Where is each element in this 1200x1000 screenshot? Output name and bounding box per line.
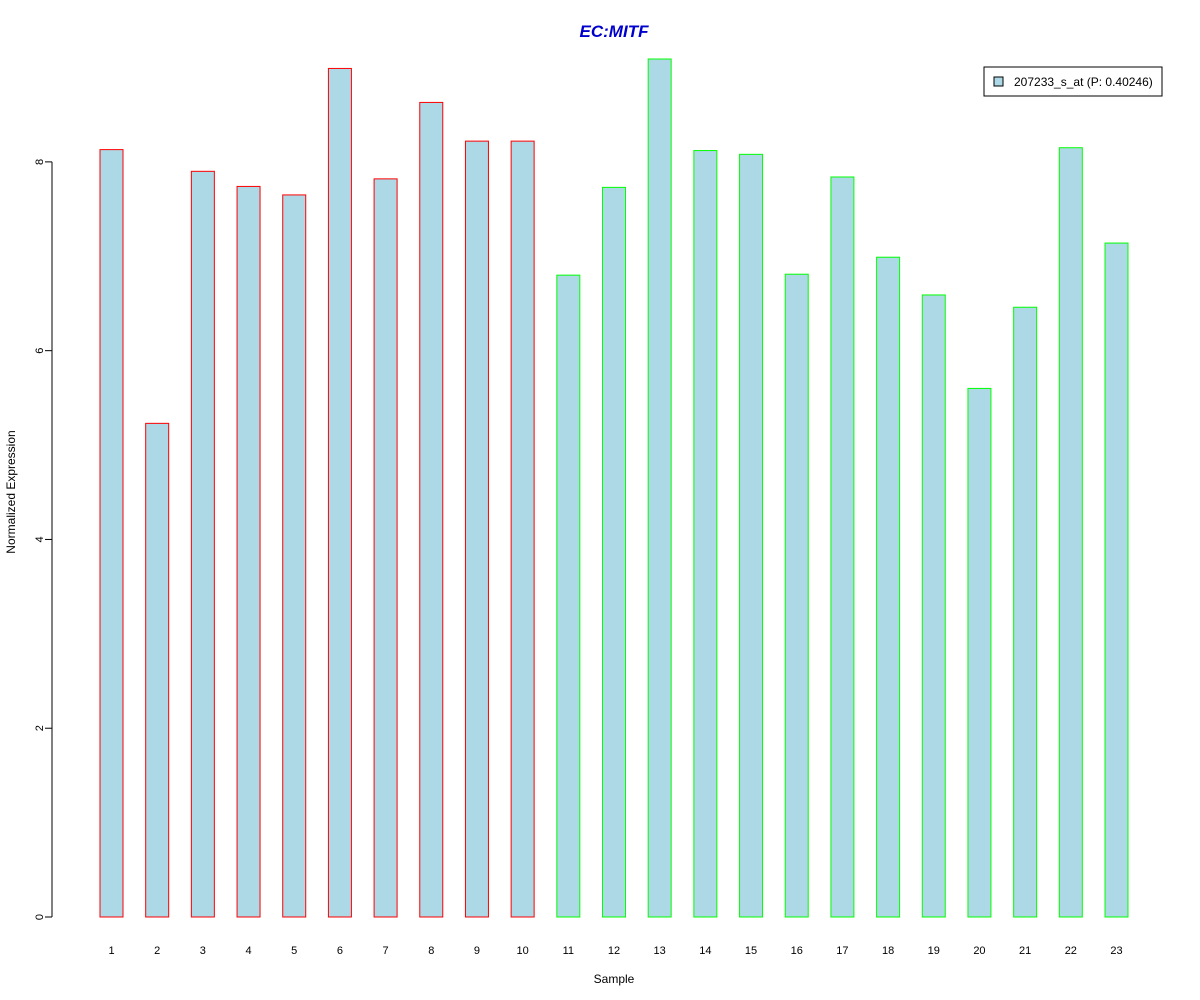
x-tick-label: 3 xyxy=(200,945,206,957)
x-tick-label: 2 xyxy=(154,945,160,957)
x-tick-label: 11 xyxy=(563,945,574,957)
bar-sample-16 xyxy=(784,273,809,918)
x-tick-label: 19 xyxy=(928,945,940,957)
x-tick-label: 8 xyxy=(428,945,434,957)
bar-sample-7 xyxy=(373,178,398,918)
x-tick-label: 4 xyxy=(245,945,251,957)
y-axis: 0 2 4 6 8 xyxy=(34,159,53,920)
x-tick-label: 23 xyxy=(1110,945,1122,957)
x-axis-title: Sample xyxy=(594,972,635,986)
bar-sample-3 xyxy=(190,170,215,918)
bar-sample-5 xyxy=(282,194,307,918)
legend: 207233_s_at (P: 0.40246) xyxy=(983,66,1163,97)
y-tick-label: 6 xyxy=(34,348,46,354)
x-tick-label: 12 xyxy=(608,945,620,957)
x-tick-label: 6 xyxy=(337,945,343,957)
bar-sample-12 xyxy=(602,186,626,918)
bar-sample-6 xyxy=(327,67,352,918)
bar-sample-22 xyxy=(1058,147,1083,918)
bar-sample-8 xyxy=(419,101,444,918)
y-tick-label: 0 xyxy=(34,914,46,920)
x-tick-label: 20 xyxy=(973,945,985,957)
x-tick-label: 10 xyxy=(517,945,529,957)
bar-sample-14 xyxy=(693,150,718,918)
y-tick-label: 2 xyxy=(34,725,46,731)
legend-swatch xyxy=(993,76,1004,87)
bar-sample-4 xyxy=(236,185,261,918)
chart-title: EC:MITF xyxy=(580,22,650,41)
bar-sample-21 xyxy=(1013,306,1038,918)
bar-sample-11 xyxy=(556,274,581,918)
x-tick-label: 13 xyxy=(654,945,666,957)
x-tick-label: 5 xyxy=(291,945,297,957)
x-tick-label: 15 xyxy=(745,945,757,957)
bar-sample-20 xyxy=(967,387,992,918)
x-tick-label: 17 xyxy=(836,945,848,957)
y-tick-label: 4 xyxy=(34,536,46,542)
bar-sample-23 xyxy=(1104,242,1129,918)
x-tick-label: 18 xyxy=(882,945,894,957)
bar-sample-13 xyxy=(647,58,672,918)
bar-sample-17 xyxy=(830,176,855,918)
x-tick-label: 14 xyxy=(699,945,711,957)
y-tick-label: 8 xyxy=(34,159,46,165)
x-tick-label: 16 xyxy=(791,945,803,957)
bar-sample-19 xyxy=(921,294,946,918)
bar-sample-9 xyxy=(464,140,489,918)
bar-sample-1 xyxy=(99,149,124,918)
bar-sample-15 xyxy=(739,153,764,918)
x-tick-label: 1 xyxy=(108,945,114,957)
bar-sample-18 xyxy=(876,256,901,918)
y-axis-title: Normalized Expression xyxy=(4,430,18,553)
bar-sample-2 xyxy=(145,422,170,918)
x-tick-label: 9 xyxy=(474,945,480,957)
legend-box xyxy=(983,66,1163,97)
x-tick-label: 7 xyxy=(383,945,389,957)
x-tick-label: 21 xyxy=(1019,945,1031,957)
bar-sample-10 xyxy=(510,140,535,918)
bars-group xyxy=(99,58,1129,918)
x-axis-tick-labels: 1 2 3 4 5 6 7 8 9 10 11 12 13 14 15 16 17 18 19 20 21 22 23 xyxy=(108,945,1122,957)
legend-label: 207233_s_at (P: 0.40246) xyxy=(1014,75,1153,89)
x-tick-label: 22 xyxy=(1065,945,1077,957)
